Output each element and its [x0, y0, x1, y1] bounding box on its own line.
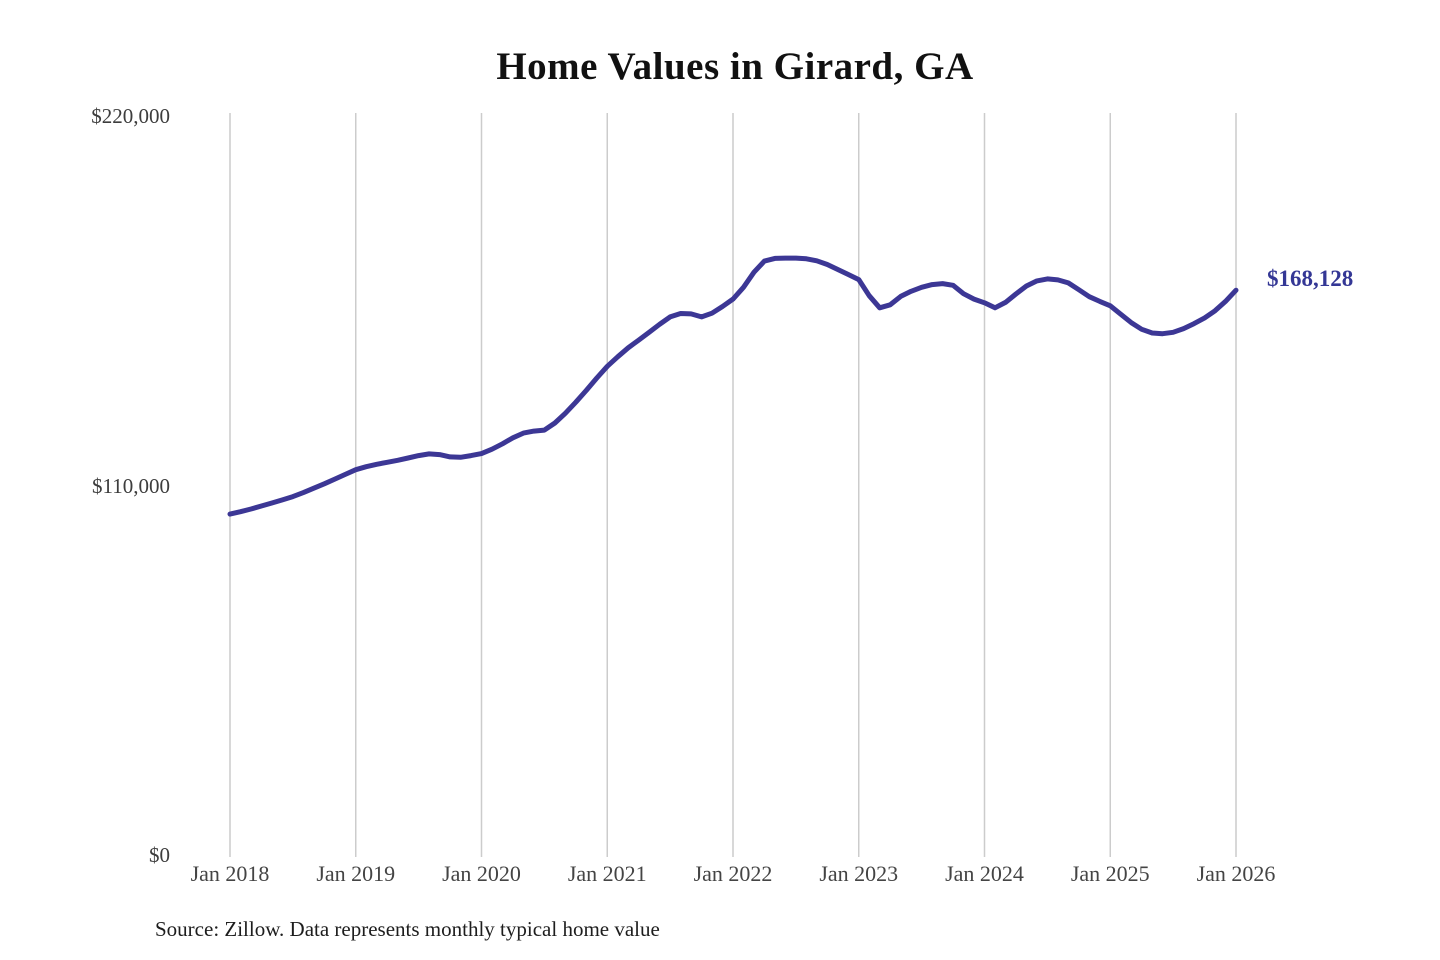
- x-tick-label: Jan 2021: [567, 861, 647, 886]
- x-tick-label: Jan 2018: [190, 861, 270, 886]
- latest-value-annotation: $168,128: [1267, 266, 1354, 292]
- chart-title: Home Values in Girard, GA: [496, 45, 974, 88]
- x-tick-label: Jan 2022: [693, 861, 773, 886]
- x-tick-label: Jan 2020: [442, 861, 521, 886]
- y-tick-label: $110,000: [92, 473, 170, 498]
- home-value-line-series: [227, 255, 1239, 517]
- vertical-gridlines: [229, 113, 1237, 857]
- x-tick-label: Jan 2024: [945, 861, 1024, 886]
- x-tick-label: Jan 2025: [1070, 861, 1150, 886]
- y-tick-label: $220,000: [91, 104, 170, 128]
- x-tick-label: Jan 2019: [316, 861, 396, 886]
- x-tick-label: Jan 2023: [819, 861, 899, 886]
- x-tick-label: Jan 2026: [1196, 861, 1276, 886]
- y-tick-label: $0: [149, 843, 170, 867]
- source-note: Source: Zillow. Data represents monthly …: [155, 917, 660, 941]
